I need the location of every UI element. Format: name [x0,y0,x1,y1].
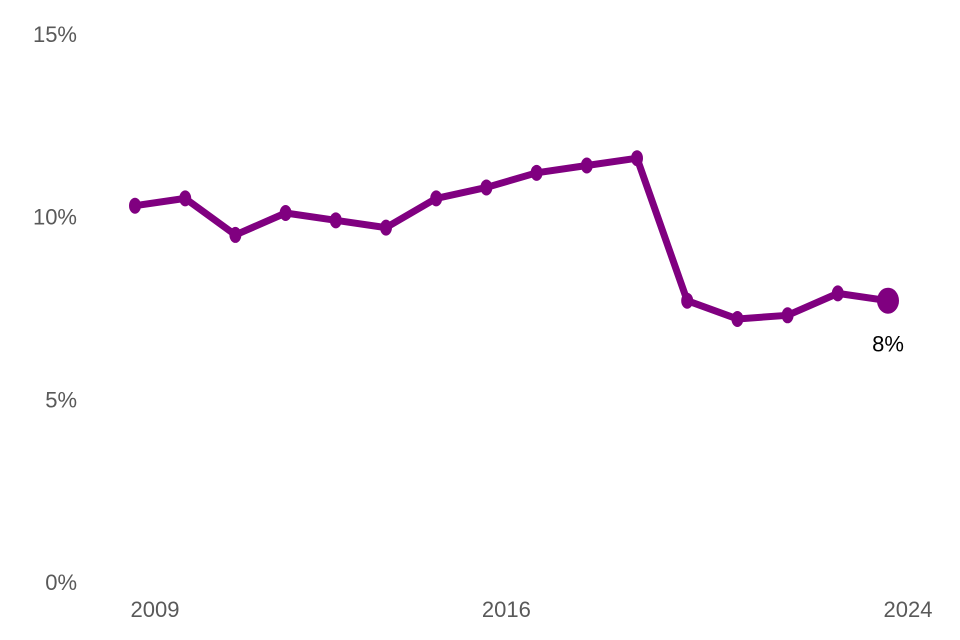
data-point [279,205,292,222]
data-point [681,292,694,309]
data-point [530,164,543,181]
x-tick-label: 2009 [131,597,180,622]
data-point [480,179,493,196]
series-line [131,154,892,323]
x-axis-ticks: 2009 2016 2024 [131,597,933,622]
y-tick-label: 10% [33,205,77,230]
x-tick-label: 2016 [482,597,531,622]
label-layer: 8% [872,332,904,357]
data-point [781,307,794,324]
y-tick-label: 5% [45,387,77,412]
series-layer [129,150,899,327]
y-tick-label: 0% [45,570,77,595]
data-point [731,310,744,327]
end-value-label: 8% [872,332,904,357]
data-point [229,226,242,243]
data-point [329,212,342,229]
data-point [430,190,443,207]
data-point [631,150,643,167]
data-point [179,190,192,207]
x-tick-label: 2024 [884,597,933,622]
data-point [831,285,844,302]
data-point [580,157,593,174]
data-point [380,219,392,236]
end-point-marker [877,287,899,314]
y-tick-label: 15% [33,22,77,47]
data-point [129,197,141,214]
y-axis-ticks: 0% 5% 10% 15% [33,22,77,595]
